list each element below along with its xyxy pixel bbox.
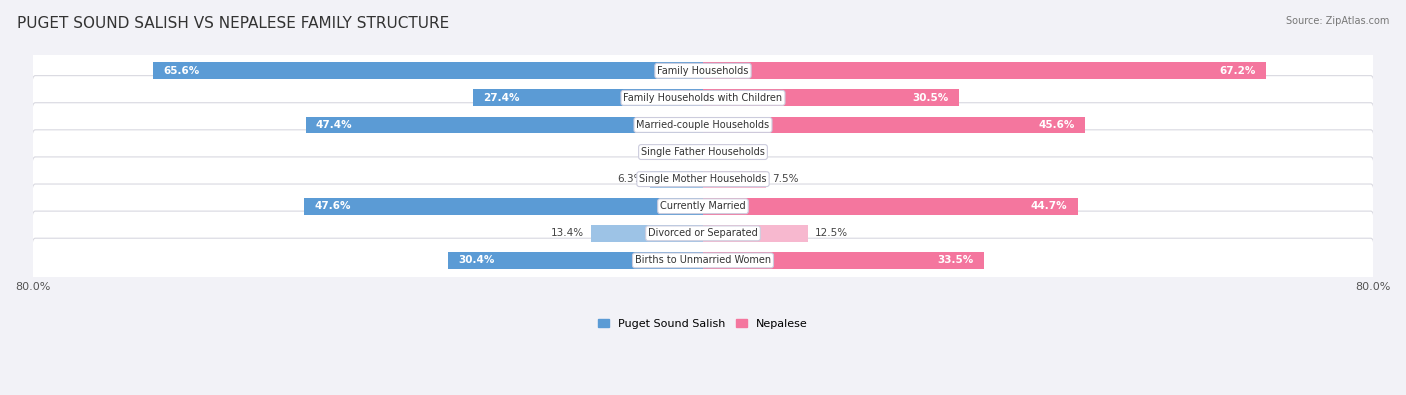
FancyBboxPatch shape — [32, 75, 1374, 120]
Text: Family Households with Children: Family Households with Children — [623, 93, 783, 103]
Bar — [153, 62, 703, 79]
Text: 44.7%: 44.7% — [1031, 201, 1067, 211]
Bar — [703, 62, 1265, 79]
Text: 47.6%: 47.6% — [314, 201, 350, 211]
FancyBboxPatch shape — [32, 157, 1374, 201]
Text: 65.6%: 65.6% — [163, 66, 200, 76]
Text: 2.7%: 2.7% — [647, 147, 673, 157]
Bar — [703, 198, 1077, 214]
Text: Source: ZipAtlas.com: Source: ZipAtlas.com — [1285, 16, 1389, 26]
Text: Single Father Households: Single Father Households — [641, 147, 765, 157]
FancyBboxPatch shape — [32, 103, 1374, 147]
Bar — [304, 198, 703, 214]
Bar — [681, 144, 703, 160]
Bar — [703, 225, 807, 242]
FancyBboxPatch shape — [32, 184, 1374, 228]
Text: 7.5%: 7.5% — [772, 174, 799, 184]
FancyBboxPatch shape — [32, 49, 1374, 93]
Text: PUGET SOUND SALISH VS NEPALESE FAMILY STRUCTURE: PUGET SOUND SALISH VS NEPALESE FAMILY ST… — [17, 16, 449, 31]
Text: 67.2%: 67.2% — [1219, 66, 1256, 76]
FancyBboxPatch shape — [32, 238, 1374, 283]
Text: 47.4%: 47.4% — [316, 120, 353, 130]
Text: 6.3%: 6.3% — [617, 174, 644, 184]
Text: Single Mother Households: Single Mother Households — [640, 174, 766, 184]
Text: Births to Unmarried Women: Births to Unmarried Women — [636, 256, 770, 265]
Text: 45.6%: 45.6% — [1039, 120, 1076, 130]
Bar — [703, 171, 766, 188]
Bar — [307, 117, 703, 134]
FancyBboxPatch shape — [32, 211, 1374, 256]
Text: 33.5%: 33.5% — [938, 256, 973, 265]
Bar — [591, 225, 703, 242]
Text: 12.5%: 12.5% — [814, 228, 848, 238]
Bar — [703, 117, 1085, 134]
Text: 27.4%: 27.4% — [484, 93, 520, 103]
Text: 3.1%: 3.1% — [735, 147, 762, 157]
Bar — [703, 252, 984, 269]
Text: Divorced or Separated: Divorced or Separated — [648, 228, 758, 238]
Text: 13.4%: 13.4% — [551, 228, 583, 238]
Bar — [703, 89, 959, 106]
Text: 30.4%: 30.4% — [458, 256, 495, 265]
Text: Currently Married: Currently Married — [661, 201, 745, 211]
Text: Family Households: Family Households — [658, 66, 748, 76]
Bar — [449, 252, 703, 269]
Legend: Puget Sound Salish, Nepalese: Puget Sound Salish, Nepalese — [593, 314, 813, 333]
FancyBboxPatch shape — [32, 130, 1374, 174]
Text: 30.5%: 30.5% — [912, 93, 949, 103]
Bar — [474, 89, 703, 106]
Text: Married-couple Households: Married-couple Households — [637, 120, 769, 130]
Bar — [650, 171, 703, 188]
Bar — [703, 144, 728, 160]
